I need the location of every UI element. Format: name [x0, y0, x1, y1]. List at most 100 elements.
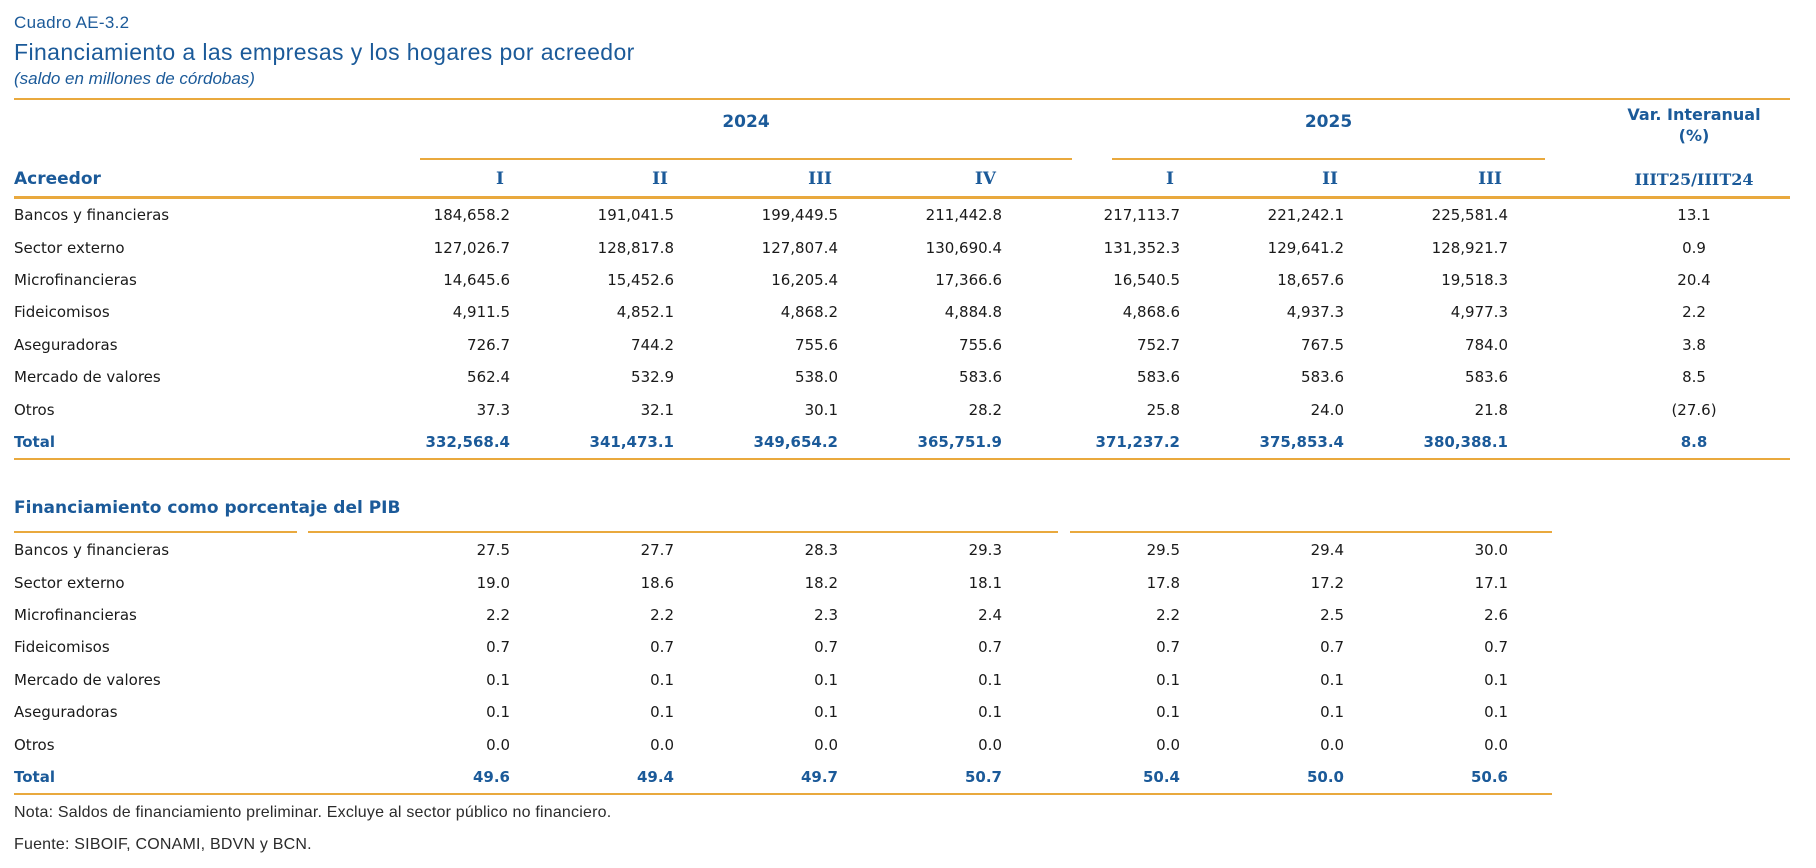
gold-rule-2025-segment [1070, 531, 1552, 534]
value-cell: 24.0 [1310, 400, 1344, 419]
quarter-header-2024-4: IV [974, 169, 996, 189]
column-header-row: Acreedor I II III IV I II III IIIT25/III… [14, 169, 1790, 189]
value-cell: 0.1 [650, 703, 674, 722]
gold-rule-label-segment [14, 531, 297, 534]
row-label: Otros [14, 400, 55, 419]
value-cell: 332,568.4 [425, 432, 510, 451]
pib-section-body: Bancos y financieras 27.5 27.7 28.3 29.3 29.5… [14, 534, 1790, 793]
row-label: Mercado de valores [14, 368, 161, 387]
value-cell: 18,657.6 [1277, 270, 1344, 289]
row-label: Mercado de valores [14, 670, 161, 689]
row-label: Fideicomisos [14, 303, 110, 322]
value-cell: 19.0 [476, 573, 510, 592]
var-header-line1: Var. Interanual [1627, 105, 1761, 124]
table-row: Aseguradoras 0.1 0.1 0.1 0.1 0.1 0.1 0.1 [14, 696, 1790, 728]
value-cell: 16,540.5 [1113, 270, 1180, 289]
var-cell: (27.6) [1671, 400, 1717, 419]
row-label: Fideicomisos [14, 638, 110, 657]
value-cell: 767.5 [1301, 335, 1344, 354]
value-cell: 221,242.1 [1267, 206, 1344, 225]
table-row: Bancos y financieras 184,658.2 191,041.5 19… [14, 199, 1790, 231]
value-cell: 371,237.2 [1095, 432, 1180, 451]
value-cell: 127,026.7 [433, 238, 510, 257]
var-cell: 3.8 [1682, 335, 1706, 354]
value-cell: 0.0 [978, 735, 1002, 754]
row-label: Aseguradoras [14, 703, 118, 722]
quarter-header-2024-1: I [496, 169, 504, 189]
value-cell: 199,449.5 [761, 206, 838, 225]
row-label: Sector externo [14, 573, 125, 592]
value-cell: 583.6 [1137, 368, 1180, 387]
value-cell: 0.0 [1156, 735, 1180, 754]
value-cell: 0.1 [1320, 703, 1344, 722]
value-cell: 32.1 [640, 400, 674, 419]
row-label: Bancos y financieras [14, 541, 170, 560]
gold-rule-2024-segment [308, 531, 1058, 534]
value-cell: 0.7 [650, 638, 674, 657]
table-row: Total 49.6 49.4 49.7 50.7 50.4 50.0 50.6 [14, 761, 1790, 793]
value-cell: 49.4 [636, 768, 674, 787]
value-cell: 128,921.7 [1431, 238, 1508, 257]
value-cell: 0.7 [978, 638, 1002, 657]
value-cell: 755.6 [959, 335, 1002, 354]
value-cell: 2.2 [1156, 606, 1180, 625]
value-cell: 0.7 [486, 638, 510, 657]
value-cell: 0.7 [814, 638, 838, 657]
var-cell: 8.8 [1680, 432, 1708, 451]
value-cell: 14,645.6 [443, 270, 510, 289]
value-cell: 50.7 [964, 768, 1002, 787]
table-row: Otros 0.0 0.0 0.0 0.0 0.0 0.0 0.0 [14, 728, 1790, 760]
value-cell: 50.4 [1142, 768, 1180, 787]
row-label: Aseguradoras [14, 335, 118, 354]
var-interanual-header: Var. Interanual (%) [1508, 104, 1790, 146]
value-cell: 28.3 [804, 541, 838, 560]
value-cell: 4,977.3 [1450, 303, 1508, 322]
table-row: Otros 37.3 32.1 30.1 28.2 25.8 24.0 21.8 (27.6) [14, 393, 1790, 425]
value-cell: 4,868.6 [1122, 303, 1180, 322]
gold-rule-2025-group [1112, 158, 1545, 160]
value-cell: 217,113.7 [1103, 206, 1180, 225]
quarter-header-2024-2: II [652, 169, 668, 189]
value-cell: 583.6 [1301, 368, 1344, 387]
var-header-line2: (%) [1678, 126, 1710, 145]
value-cell: 21.8 [1474, 400, 1508, 419]
table-row: Mercado de valores 0.1 0.1 0.1 0.1 0.1 0.1 0.1 [14, 664, 1790, 696]
quarter-header-2024-3: III [808, 169, 832, 189]
value-cell: 19,518.3 [1441, 270, 1508, 289]
var-cell: 20.4 [1677, 270, 1711, 289]
var-cell: 13.1 [1677, 206, 1711, 225]
bottom-gold-rule [14, 793, 1552, 796]
value-cell: 755.6 [795, 335, 838, 354]
header-bottom-gold-rule [14, 196, 1790, 199]
acreedor-header: Acreedor [14, 169, 101, 189]
value-cell: 2.5 [1320, 606, 1344, 625]
value-cell: 18.2 [804, 573, 838, 592]
value-cell: 27.5 [476, 541, 510, 560]
value-cell: 0.0 [486, 735, 510, 754]
value-cell: 15,452.6 [607, 270, 674, 289]
value-cell: 211,442.8 [925, 206, 1002, 225]
value-cell: 583.6 [959, 368, 1002, 387]
year-group-2025: 2025 [1304, 112, 1353, 132]
value-cell: 127,807.4 [761, 238, 838, 257]
var-cell: 2.2 [1682, 303, 1706, 322]
value-cell: 49.6 [472, 768, 510, 787]
section-title: Financiamiento como porcentaje del PIB [14, 498, 401, 519]
value-cell: 18.6 [640, 573, 674, 592]
table-row: Fideicomisos 4,911.5 4,852.1 4,868.2 4,884.8… [14, 296, 1790, 328]
row-label: Total [14, 768, 55, 787]
value-cell: 130,690.4 [925, 238, 1002, 257]
table-row: Aseguradoras 726.7 744.2 755.6 755.6 752.7 767… [14, 329, 1790, 361]
table-row: Microfinancieras 14,645.6 15,452.6 16,205.4… [14, 264, 1790, 296]
value-cell: 2.6 [1484, 606, 1508, 625]
row-label: Otros [14, 735, 55, 754]
value-cell: 49.7 [800, 768, 838, 787]
row-label: Microfinancieras [14, 270, 137, 289]
value-cell: 341,473.1 [589, 432, 674, 451]
value-cell: 0.1 [978, 670, 1002, 689]
value-cell: 129,641.2 [1267, 238, 1344, 257]
value-cell: 752.7 [1137, 335, 1180, 354]
value-cell: 131,352.3 [1103, 238, 1180, 257]
table-row: Mercado de valores 562.4 532.9 538.0 583.6 58… [14, 361, 1790, 393]
value-cell: 0.1 [1484, 703, 1508, 722]
